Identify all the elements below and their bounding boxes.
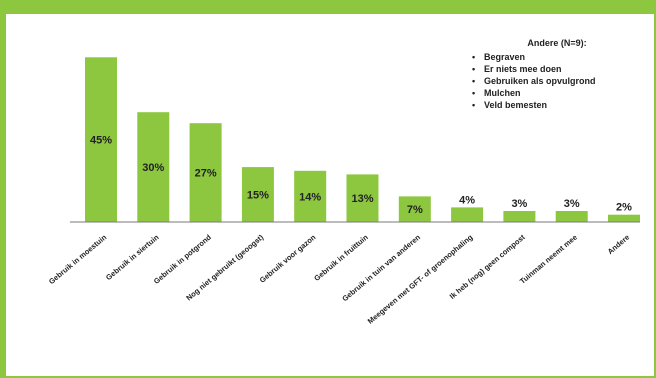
bar	[503, 211, 536, 222]
bar	[85, 57, 117, 222]
legend-list: Begraven Er niets mee doen Gebruiken als…	[472, 51, 642, 111]
x-tick-label: Gebruik in moestuin	[47, 232, 109, 286]
bar	[451, 207, 484, 222]
data-label: 14%	[299, 191, 321, 203]
data-label: 7%	[407, 204, 423, 216]
data-label: 27%	[195, 168, 217, 180]
legend-title: Andere (N=9):	[527, 38, 587, 48]
data-labels-group: 45% 30% 27% 15% 14% 13% 7% 4% 3% 3% 2%	[90, 135, 632, 217]
x-tick-label: Gebruik voor gazon	[258, 232, 318, 284]
data-label: 3%	[511, 198, 527, 210]
bar	[555, 211, 588, 222]
data-label: 13%	[351, 193, 373, 205]
bar	[346, 174, 379, 222]
bar	[189, 123, 222, 222]
legend-item: Gebruiken als opvulgrond	[472, 75, 642, 87]
x-tick-label: Meegeven met GFT- of groenophaling	[366, 232, 475, 325]
bar	[608, 214, 640, 222]
data-label: 15%	[247, 190, 269, 202]
data-label: 30%	[142, 162, 164, 174]
data-label: 2%	[616, 202, 632, 214]
bar	[137, 112, 170, 222]
x-tick-label: Gebruik in siertuin	[104, 232, 161, 282]
legend-box: Andere (N=9): Begraven Er niets mee doen…	[472, 38, 642, 111]
legend-item: Veld bemesten	[472, 99, 642, 111]
legend-item: Mulchen	[472, 87, 642, 99]
bars-group	[85, 57, 640, 222]
data-label: 3%	[564, 198, 580, 210]
bar	[294, 170, 327, 222]
x-tick-label: Gebruik in fruittuin	[312, 232, 370, 283]
x-tick-label: Tuinman neemt mee	[518, 233, 579, 286]
legend-item: Begraven	[472, 51, 642, 63]
data-label: 4%	[459, 194, 475, 206]
bar	[241, 167, 274, 222]
x-tick-label: Andere	[606, 233, 632, 257]
data-label: 45%	[90, 135, 112, 147]
bar	[398, 196, 431, 222]
legend-item: Er niets mee doen	[472, 63, 642, 75]
